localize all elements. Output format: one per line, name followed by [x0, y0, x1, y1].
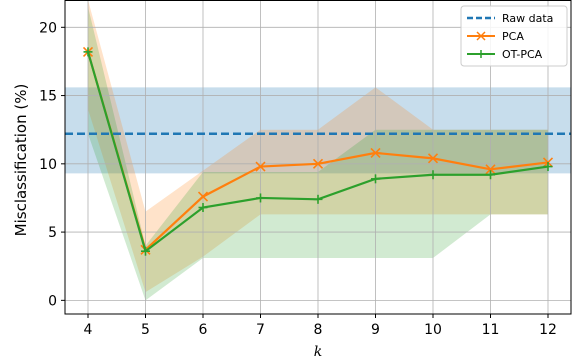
y-tick-label: 10 [39, 157, 57, 173]
x-tick-label: 8 [314, 322, 323, 338]
pca-point [197, 191, 209, 202]
y-tick-label: 0 [48, 293, 57, 309]
marker-stroke [197, 191, 209, 202]
ot-pca-point [256, 193, 265, 203]
x-axis-label: k [314, 344, 322, 360]
marker-stroke [255, 161, 266, 172]
ot-pca-point [83, 47, 93, 57]
pca-point [370, 147, 381, 158]
marker-stroke [312, 158, 324, 169]
x-tick-label: 5 [141, 322, 150, 338]
marker-stroke [485, 164, 496, 175]
legend-box [460, 5, 568, 67]
x-tick-label: 12 [539, 322, 557, 338]
ot-pca-point [486, 170, 495, 180]
series-lines [65, 46, 571, 256]
marker-stroke [370, 147, 381, 158]
ot-pca-point [198, 203, 208, 213]
y-tick-label: 20 [39, 20, 57, 36]
x-tick-label: 4 [84, 322, 93, 338]
ot-pca-point [543, 162, 553, 172]
legend-entry: PCA [467, 30, 524, 43]
pca-point [312, 158, 324, 169]
legend-entry: OT-PCA [467, 48, 543, 61]
x-tick-label: 10 [424, 322, 442, 338]
y-tick-label: 5 [48, 225, 57, 241]
marker-stroke [427, 153, 439, 164]
ot-pca-point [141, 246, 150, 256]
legend-label: PCA [502, 30, 524, 43]
pca-point [427, 153, 439, 164]
x-tick-label: 11 [482, 322, 500, 338]
legend-label: OT-PCA [502, 48, 543, 61]
ot-pca-point [428, 170, 438, 180]
ot-pca-point [313, 194, 323, 204]
x-tick-label: 7 [256, 322, 265, 338]
y-axis-label: Misclassification (%) [12, 84, 30, 237]
legend-entry: Raw data [467, 12, 553, 25]
pca-point [255, 161, 266, 172]
x-tick-label: 9 [371, 322, 380, 338]
y-tick-label: 15 [39, 89, 57, 105]
ot-pca-point [371, 174, 380, 184]
axes [61, 0, 572, 318]
legend: Raw data PCA OT-PCA [460, 5, 568, 67]
pca-point [485, 164, 496, 175]
tick-labels: 4 5 6 7 8 9 10 11 12 0 5 10 15 20 [39, 20, 557, 338]
legend-marker [476, 31, 486, 41]
x-tick-label: 6 [199, 322, 208, 338]
legend-label: Raw data [502, 12, 553, 25]
